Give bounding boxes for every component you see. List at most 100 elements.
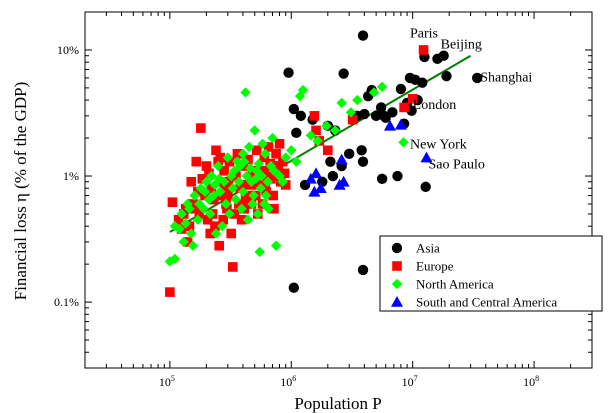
legend-item: Asia <box>391 241 440 256</box>
data-point <box>304 172 317 184</box>
data-point <box>291 156 302 167</box>
data-point <box>325 156 336 167</box>
data-point <box>359 108 370 120</box>
data-point <box>418 45 429 55</box>
city-label: Beijing <box>441 37 482 52</box>
data-point <box>260 190 272 201</box>
data-point <box>202 214 213 225</box>
x-axis-label: Population P <box>294 394 381 413</box>
data-point <box>323 145 333 156</box>
city-label: Paris <box>410 27 438 42</box>
legend-marker <box>391 242 403 254</box>
data-point <box>273 161 283 171</box>
data-point <box>270 240 282 251</box>
data-point <box>255 176 266 187</box>
data-point <box>249 125 260 136</box>
data-point <box>258 165 269 176</box>
plot-frame <box>84 11 593 369</box>
data-point <box>206 170 217 182</box>
data-point <box>173 214 184 225</box>
x-tick-label: 107 <box>402 374 418 389</box>
data-point <box>277 176 288 187</box>
data-point <box>226 228 236 239</box>
data-point <box>218 214 228 225</box>
data-point <box>191 156 202 167</box>
data-point <box>222 203 232 214</box>
legend-marker <box>391 278 403 290</box>
data-point <box>375 102 387 113</box>
legend-item: Europe <box>392 259 454 274</box>
data-point <box>230 194 242 205</box>
data-point <box>228 262 238 272</box>
data-point <box>215 186 226 197</box>
data-point <box>291 127 302 139</box>
data-point <box>257 138 268 150</box>
data-point <box>184 221 195 231</box>
data-point <box>194 198 205 210</box>
data-point <box>311 125 321 136</box>
data-point <box>398 137 409 148</box>
legend-marker <box>392 261 402 271</box>
data-point <box>283 67 294 78</box>
data-point <box>255 183 266 194</box>
legend-item: South and Central America <box>391 295 557 310</box>
data-point <box>210 228 222 239</box>
data-point <box>251 145 262 156</box>
data-point <box>211 145 221 156</box>
city-label: Shanghai <box>480 71 532 86</box>
data-point <box>249 180 260 190</box>
data-point <box>241 170 252 182</box>
y-axis-label: Financial loss η (% of the GDP) <box>11 82 30 301</box>
data-point <box>205 228 216 239</box>
data-point <box>392 170 403 182</box>
data-point <box>357 264 369 276</box>
legend: Asia Europe North America South and Central… <box>379 235 603 312</box>
data-point <box>471 72 483 84</box>
data-point <box>206 183 217 194</box>
city-label: New York <box>410 138 467 153</box>
data-point <box>263 203 274 214</box>
data-point <box>357 156 369 167</box>
y-tick-label: 10% <box>57 43 79 57</box>
data-point <box>243 141 255 153</box>
city-label: Sao Paulo <box>428 157 484 172</box>
data-point <box>260 148 271 160</box>
legend-label: South and Central America <box>416 295 557 310</box>
data-point <box>248 190 259 201</box>
x-tick-label: 105 <box>159 374 175 389</box>
data-point <box>356 145 367 156</box>
y-tick-label: 0.1% <box>54 295 79 309</box>
data-point <box>343 148 355 160</box>
data-point <box>201 161 212 171</box>
data-point <box>224 208 235 220</box>
data-point <box>383 119 396 131</box>
data-point <box>232 156 243 167</box>
data-point <box>280 180 291 190</box>
data-point <box>242 214 254 225</box>
data-point <box>167 197 178 207</box>
data-point <box>271 149 281 159</box>
data-point <box>256 170 267 182</box>
data-point <box>180 218 191 229</box>
data-point <box>288 282 300 293</box>
data-point <box>262 171 273 181</box>
data-point <box>333 178 346 190</box>
data-point <box>212 160 224 172</box>
data-point <box>215 152 226 163</box>
y-tick-label: 1% <box>63 169 79 183</box>
data-point <box>222 152 233 163</box>
legend-marker <box>391 296 403 307</box>
data-point <box>376 173 388 185</box>
data-point <box>417 77 428 88</box>
ticks-layer: 105 106 107 108 0.1% 1% 10% <box>54 11 593 389</box>
data-point <box>189 190 200 201</box>
data-point <box>262 176 273 187</box>
data-point <box>241 180 252 190</box>
data-point <box>286 145 297 156</box>
data-point <box>247 198 258 210</box>
data-point <box>222 190 233 201</box>
data-point <box>378 110 390 122</box>
data-point <box>280 152 291 163</box>
